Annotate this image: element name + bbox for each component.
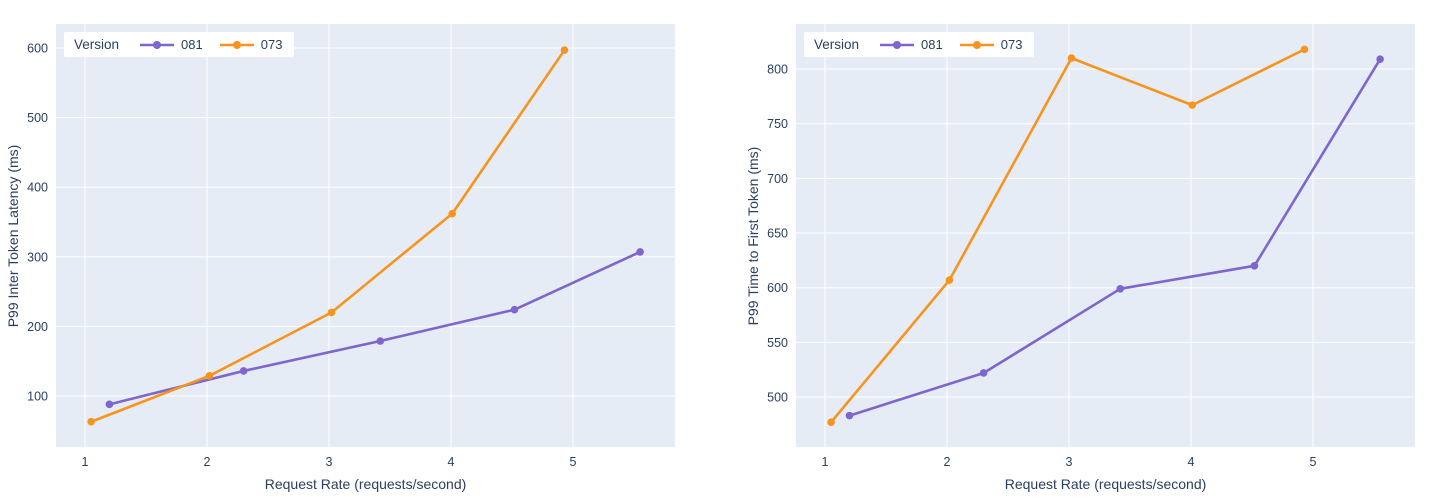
x-axis-title: Request Rate (requests/second) [1004,476,1207,492]
legend: Version 081 073 [804,32,1035,57]
series-081-marker [636,248,644,256]
series-073-swatch-icon [959,40,994,49]
y-tick-label: 200 [27,320,48,334]
legend-title: Version [74,37,120,52]
series-073-marker [827,418,835,426]
series-081-swatch-icon [880,40,915,49]
x-tick-label: 2 [944,455,951,469]
plot-area[interactable] [56,24,675,447]
series-081-marker [845,411,854,420]
series-081-marker [1116,284,1125,293]
series-081-marker [510,305,519,314]
legend-title: Version [814,37,860,52]
series-073-marker [448,209,457,218]
series-081-marker [239,367,248,375]
x-tick-label: 4 [1188,455,1195,469]
legend-item-label: 081 [921,37,943,52]
y-tick-label: 500 [767,391,788,405]
series-081-marker [1250,262,1259,270]
x-tick-label: 2 [204,455,211,469]
legend-item-073[interactable]: 073 [959,37,1023,52]
y-tick-label: 750 [767,117,788,131]
time-to-first-token-plot[interactable]: 500 550 600 650 700 750 800 1 2 3 4 5 [720,0,1440,500]
y-tick-label: 600 [27,42,48,56]
y-tick-label: 400 [27,181,48,195]
series-081-marker [105,400,114,409]
series-081-marker [979,369,988,377]
legend-item-073[interactable]: 073 [219,37,283,52]
series-073-marker [87,417,95,426]
y-tick-label: 650 [767,227,788,241]
x-tick-label: 5 [1310,455,1317,469]
series-073-marker [560,46,569,54]
y-axis-title: P99 Inter Token Latency (ms) [5,144,21,327]
x-tick-label: 3 [1066,455,1073,469]
x-tick-label: 1 [82,455,89,469]
series-073-swatch-icon [219,40,254,49]
plot-area[interactable] [796,24,1415,447]
x-tick-label: 1 [822,455,829,469]
y-tick-label: 600 [767,281,788,295]
x-axis-title: Request Rate (requests/second) [264,476,467,492]
y-tick-label: 700 [767,172,788,186]
series-081-marker [1376,55,1384,64]
series-081-swatch-icon [140,40,175,49]
legend-item-081[interactable]: 081 [139,37,203,52]
series-073-marker [1188,101,1197,109]
series-073-marker [1300,45,1309,54]
legend-item-label: 081 [181,37,203,52]
x-tick-label: 3 [326,455,333,469]
x-tick-label: 4 [448,455,455,469]
y-tick-label: 100 [27,389,48,403]
y-tick-label: 300 [27,250,48,264]
series-073-marker [945,276,954,284]
legend-item-label: 073 [1000,37,1023,52]
legend: Version 081 073 [64,32,295,57]
inter-token-latency-plot[interactable]: 100 200 300 400 500 600 1 2 3 4 5 [0,0,720,500]
y-tick-label: 500 [27,111,48,125]
legend-item-label: 073 [260,37,283,52]
series-073-marker [205,372,214,380]
series-073-marker [327,308,336,317]
y-tick-label: 550 [767,336,788,350]
x-tick-label: 5 [570,455,577,469]
legend-item-081[interactable]: 081 [879,37,943,52]
y-axis-title: P99 Time to First Token (ms) [745,146,761,325]
series-073-marker [1067,54,1076,62]
y-tick-label: 800 [767,63,788,77]
inter-token-latency-chart: 100 200 300 400 500 600 1 2 3 4 5 P99 Inter Token … [0,0,720,500]
series-081-marker [376,337,385,345]
time-to-first-token-chart: 500 550 600 650 700 750 800 1 2 3 4 5 P99 Time to F… [720,0,1440,500]
